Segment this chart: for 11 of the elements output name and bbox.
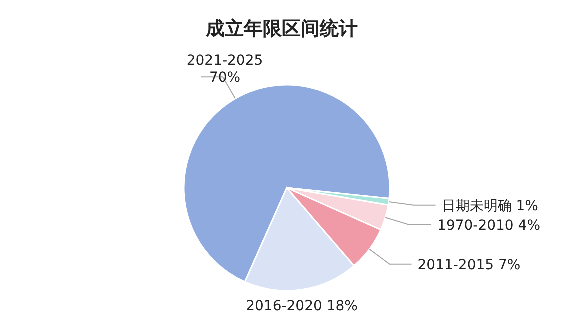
data-label: 4%	[518, 218, 541, 234]
data-label: 7%	[498, 257, 521, 274]
data-label: 1%	[516, 198, 538, 214]
data-label: 18%	[326, 298, 358, 315]
slice-label: 日期未明确	[442, 198, 512, 214]
chart-title: 成立年限区间统计	[204, 17, 359, 42]
slice-label: 1970-2010	[438, 218, 514, 234]
slice-label: 2021-2025	[186, 53, 264, 70]
data-label: 70%	[209, 70, 241, 86]
slice-label: 2011-2015	[418, 257, 494, 274]
slice-label: 2016-2020	[246, 298, 322, 315]
